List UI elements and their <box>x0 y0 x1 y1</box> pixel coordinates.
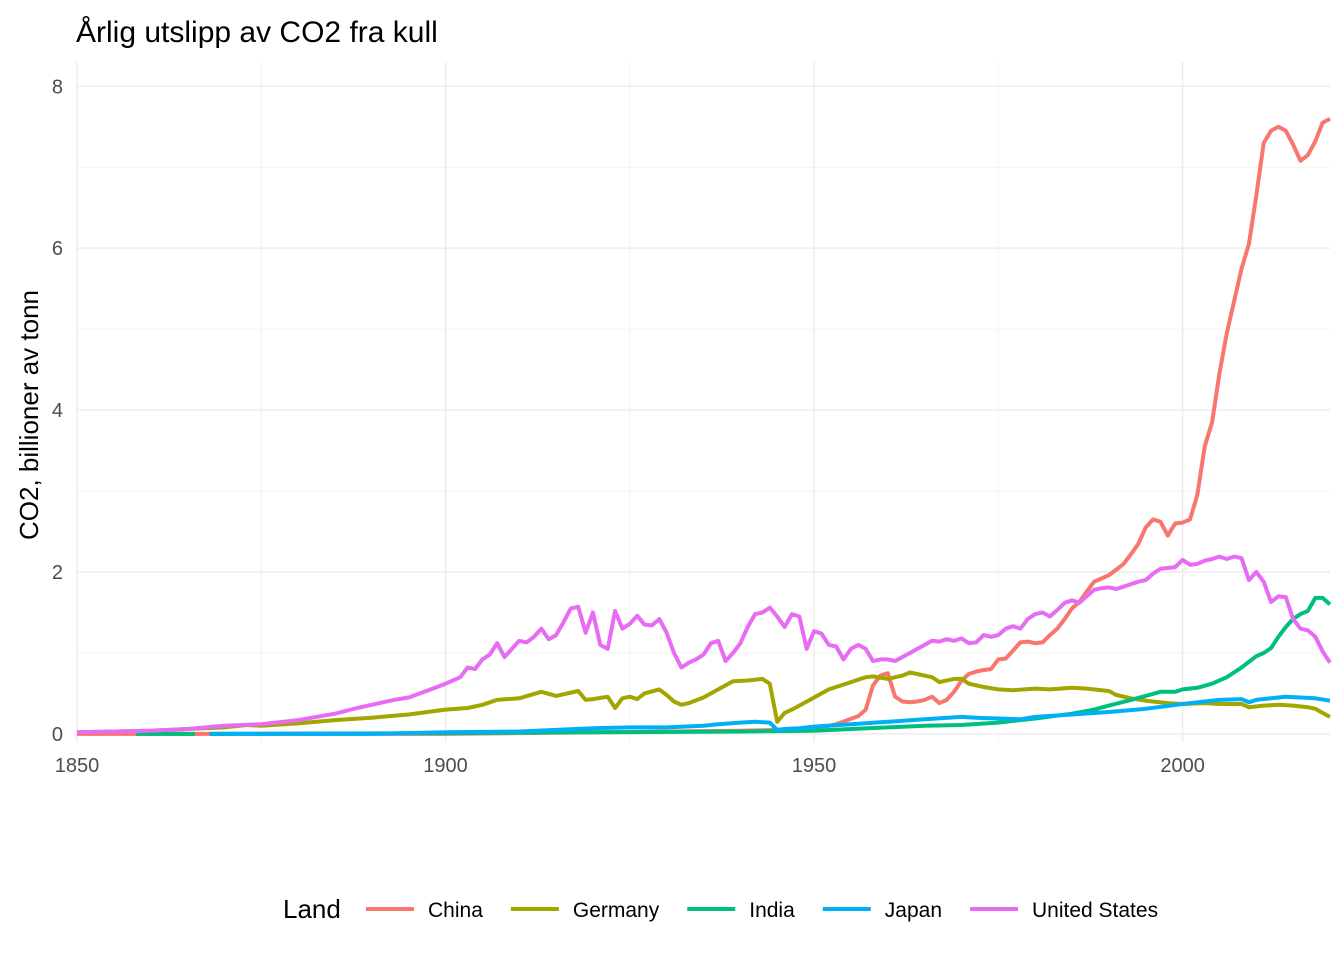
legend-label-china: China <box>428 899 483 922</box>
series-line-japan <box>209 694 1331 736</box>
x-axis-tick-labels: 1850 1900 1950 2000 <box>55 755 1205 777</box>
legend-label-india: India <box>749 899 795 922</box>
legend-label-germany: Germany <box>573 899 660 922</box>
legend: Land China Germany India Japan United States <box>283 894 1158 924</box>
legend-label-japan: Japan <box>885 899 942 922</box>
legend-title: Land <box>283 894 341 924</box>
y-tick-label: 8 <box>52 76 63 98</box>
series-lines <box>76 116 1332 736</box>
series-line-china <box>77 116 1331 736</box>
legend-label-united-states: United States <box>1032 899 1158 922</box>
series-line-united-states <box>76 554 1332 735</box>
y-axis-title: CO2, billioner av tonn <box>14 290 44 540</box>
y-tick-label: 2 <box>52 562 63 584</box>
plot-panel <box>76 62 1332 742</box>
y-axis-tick-labels: 0 2 4 6 8 <box>52 76 63 746</box>
x-tick-label: 1850 <box>55 755 100 777</box>
series-line-india <box>136 595 1332 736</box>
y-tick-label: 0 <box>52 724 63 746</box>
chart-title: Årlig utslipp av CO2 fra kull <box>76 16 438 49</box>
y-tick-label: 4 <box>52 400 63 422</box>
x-tick-label: 2000 <box>1160 755 1205 777</box>
x-tick-label: 1950 <box>792 755 837 777</box>
x-tick-label: 1900 <box>423 755 468 777</box>
legend-items: China Germany India Japan United States <box>366 899 1158 922</box>
minor-gridlines <box>77 62 1330 742</box>
y-tick-label: 6 <box>52 238 63 260</box>
